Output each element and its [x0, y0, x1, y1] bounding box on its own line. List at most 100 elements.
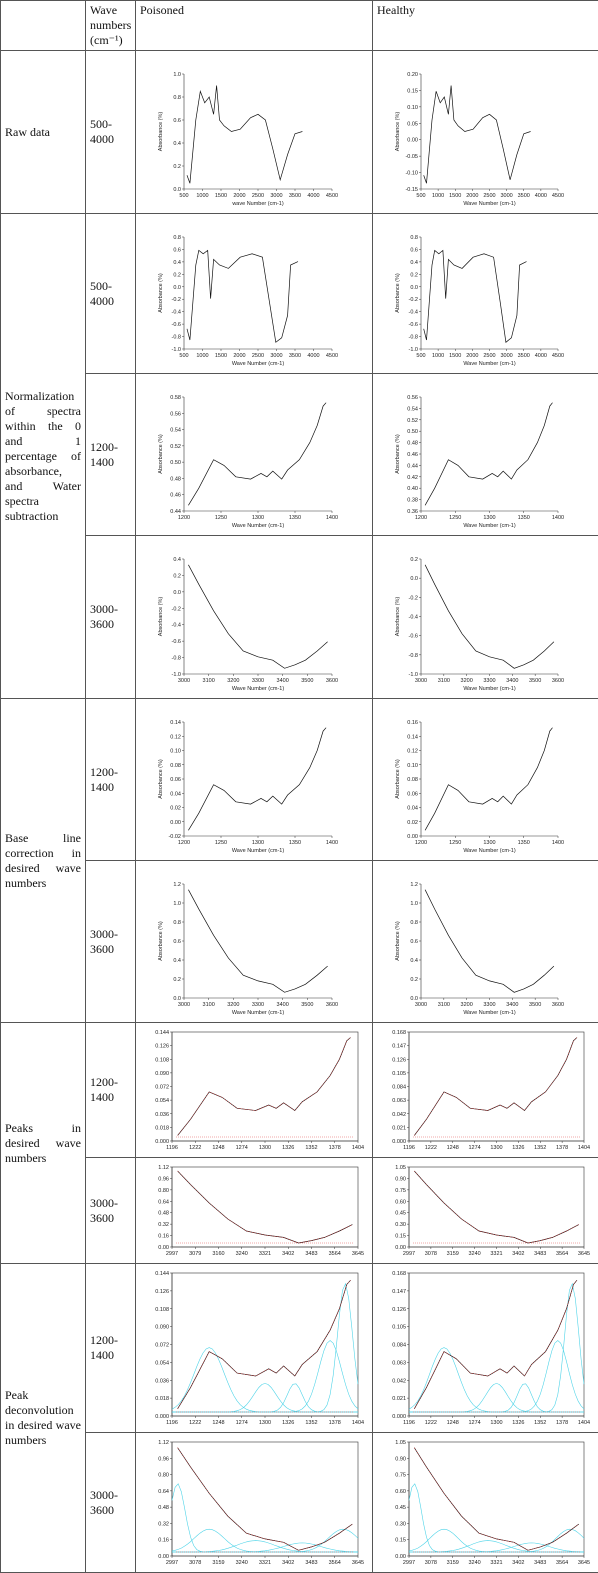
x-tick-label: 3000: [270, 353, 282, 359]
x-tick-label: 1200: [415, 515, 427, 521]
x-tick-label: 1400: [552, 515, 564, 521]
component-peak: [409, 1383, 584, 1412]
component-peak: [409, 1529, 584, 1552]
x-tick-label: 1500: [215, 353, 227, 359]
spectrum-curve: [425, 402, 552, 505]
plot-frame: [409, 1032, 584, 1141]
y-tick-label: 0.46: [407, 452, 418, 458]
y-axis-label: Absorbance (%): [395, 434, 401, 474]
y-tick-label: 1.12: [158, 1165, 169, 1171]
plot-frame: [184, 722, 332, 836]
y-tick-label: 0.32: [158, 1222, 169, 1228]
y-tick-label: -0.02: [168, 834, 181, 840]
fit-curve: [178, 1037, 351, 1135]
x-tick-label: 1326: [512, 1145, 524, 1151]
x-tick-label: 1352: [534, 1145, 546, 1151]
y-tick-label: 0.4: [173, 958, 181, 964]
x-tick-label: 2000: [233, 353, 245, 359]
wave-range: 1200-1400: [86, 1023, 136, 1158]
y-tick-label: 0.10: [407, 104, 418, 110]
x-tick-label: 1222: [189, 1420, 201, 1426]
wave-range: 3000-3600: [86, 1433, 136, 1573]
y-tick-label: 0.00: [158, 1554, 169, 1560]
x-tick-label: 1196: [166, 1420, 178, 1426]
fit-curve: [178, 1171, 353, 1243]
y-tick-label: -0.6: [409, 322, 418, 328]
y-tick-label: -1.0: [172, 347, 181, 353]
x-tick-label: 3100: [203, 678, 215, 684]
y-tick-label: -0.6: [172, 639, 181, 645]
y-tick-label: 0.147: [392, 1288, 406, 1294]
spectrum-curve: [414, 1037, 577, 1135]
x-tick-label: 3079: [189, 1251, 201, 1257]
spectrum-curve: [424, 85, 531, 183]
x-tick-label: 1378: [556, 1420, 568, 1426]
y-tick-label: 0.036: [155, 1111, 169, 1117]
x-tick-label: 2000: [466, 353, 478, 359]
y-tick-label: 0.10: [170, 748, 181, 754]
y-tick-label: 0.45: [395, 1210, 406, 1216]
fit-curve: [414, 1447, 579, 1550]
x-tick-label: 1196: [403, 1420, 415, 1426]
x-tick-label: 3321: [490, 1251, 502, 1257]
y-tick-label: -0.4: [172, 622, 181, 628]
x-tick-label: 3000: [415, 1002, 427, 1008]
spectrum-curve: [188, 889, 327, 992]
y-tick-label: 0.50: [407, 429, 418, 435]
y-tick-label: 0.56: [407, 395, 418, 401]
x-tick-label: 1352: [534, 1420, 546, 1426]
y-tick-label: 0.105: [392, 1324, 406, 1330]
x-tick-label: 1200: [178, 840, 190, 846]
y-tick-label: 0.000: [155, 1139, 169, 1145]
x-tick-label: 1274: [469, 1420, 481, 1426]
x-tick-label: 3300: [252, 1002, 264, 1008]
y-tick-label: 0.75: [395, 1472, 406, 1478]
x-tick-label: 1400: [326, 515, 338, 521]
y-tick-label: -0.2: [172, 606, 181, 612]
y-tick-label: 0.0: [173, 284, 181, 290]
x-tick-label: 3000: [501, 353, 513, 359]
y-tick-label: 0.042: [392, 1111, 406, 1117]
y-tick-label: 0.90: [395, 1456, 406, 1462]
y-tick-label: 0.30: [395, 1222, 406, 1228]
x-tick-label: 1378: [329, 1420, 341, 1426]
y-tick-label: 0.00: [395, 1245, 406, 1251]
y-tick-label: 0.02: [170, 805, 181, 811]
y-tick-label: 0.06: [170, 777, 181, 783]
y-tick-label: 0.2: [410, 272, 418, 278]
y-tick-label: 0.018: [155, 1125, 169, 1131]
y-tick-label: 0.16: [158, 1537, 169, 1543]
x-tick-label: 1274: [469, 1145, 481, 1151]
spectrum-curve: [414, 1447, 579, 1550]
y-tick-label: 1.2: [173, 882, 181, 888]
x-tick-label: 3300: [252, 678, 264, 684]
y-tick-label: 0.54: [170, 427, 181, 433]
y-tick-label: -0.6: [409, 633, 418, 639]
x-tick-label: 1300: [490, 1145, 502, 1151]
wave-range: 500-4000: [86, 214, 136, 374]
component-peak: [409, 1283, 584, 1411]
x-tick-label: 4000: [535, 193, 547, 199]
x-tick-label: 1300: [490, 1420, 502, 1426]
x-tick-label: 3645: [352, 1251, 364, 1257]
x-tick-label: 1000: [432, 193, 444, 199]
y-tick-label: 0.000: [155, 1414, 169, 1420]
y-tick-label: 0.4: [410, 259, 418, 265]
x-tick-label: 1326: [282, 1145, 294, 1151]
component-peak: [172, 1529, 358, 1552]
x-tick-label: 1250: [215, 515, 227, 521]
y-tick-label: 0.08: [170, 762, 181, 768]
y-tick-label: 0.0: [173, 589, 181, 595]
